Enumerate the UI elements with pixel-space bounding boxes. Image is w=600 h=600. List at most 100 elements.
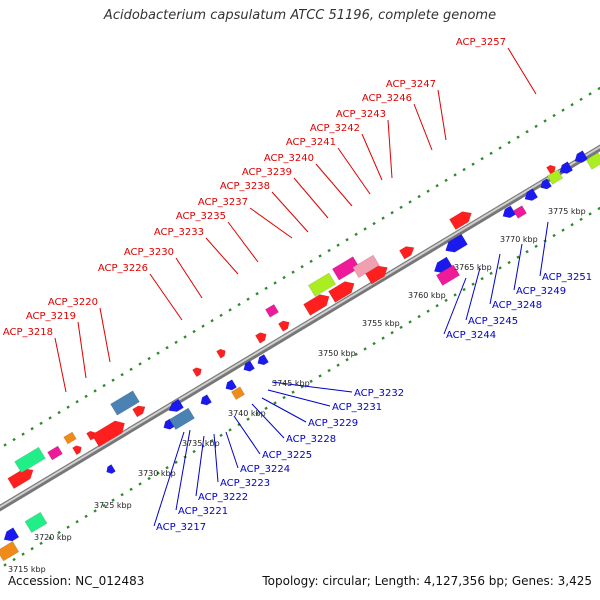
gene-reverse [3,527,20,542]
gene-reverse [546,169,564,185]
gene-arrow [225,379,238,391]
gene-forward [352,254,380,279]
track-dot [435,304,439,308]
track-dot [12,557,16,562]
track-dot [354,352,358,357]
track-dot [390,331,394,335]
gene-reverse [200,394,213,406]
gene-label-acp-3241: ACP_3241 [286,137,336,148]
gene-label-acp-3238: ACP_3238 [220,181,270,192]
track-dot [255,292,259,296]
gene-label-acp-3257: ACP_3257 [456,37,506,48]
gene-label-acp-3224: ACP_3224 [240,464,290,475]
scale-tick-label: 3740 kbp [228,409,266,418]
gene-arrow [559,161,574,174]
track-dot [291,390,295,394]
track-dot [327,368,331,373]
gene-reverse [169,407,195,431]
lower-track [3,206,600,567]
scale-tick-label: 3720 kbp [34,533,72,542]
gene-label-acp-3217: ACP_3217 [156,522,206,533]
track-dot [192,329,196,334]
track-dot [498,146,502,150]
leader-line [413,103,433,151]
leader-line [195,435,205,497]
gene-arrow [72,445,82,456]
track-dot [138,482,142,486]
track-dot [291,270,295,274]
leader-line [361,133,383,181]
gene-features [0,150,600,562]
leader-line [205,237,239,275]
leader-line [251,403,285,439]
track-dot [309,259,313,264]
leader-line [175,257,203,299]
track-dot [156,351,160,355]
leader-line [249,207,293,239]
leader-line [489,253,501,305]
gene-arrow [365,265,388,285]
genome-backbone [0,144,600,512]
track-dot [570,223,574,227]
track-dot [21,432,25,436]
leader-line [315,163,353,207]
scale-tick-label: 3715 kbp [8,565,46,574]
gene-forward [63,431,77,445]
track-dot [390,211,394,215]
track-dot [129,367,133,372]
gene-reverse [435,264,461,286]
gene-arrow [243,360,256,372]
track-dot [93,509,97,513]
track-dot [552,113,556,118]
track-dot [84,514,88,519]
gene-box [110,390,140,416]
track-dot [30,427,34,431]
track-dot [165,346,169,350]
leader-line [443,277,467,335]
track-dot [480,277,484,281]
gene-box [435,264,461,286]
gene-arrow [546,164,556,175]
gene-forward [264,303,280,318]
track-dot [372,221,376,226]
gene-arrow [277,320,290,332]
track-dot [489,151,493,156]
gene-arrow [168,398,184,412]
track-dot [66,405,70,409]
gene-forward [546,164,556,175]
upper-track [3,86,600,447]
gene-box [0,541,20,562]
track-dot [57,410,61,415]
track-dot [327,248,331,253]
track-dot [471,162,475,166]
track-dot [210,439,214,443]
gene-label-acp-3218: ACP_3218 [3,327,53,338]
gene-arrow [132,405,146,418]
track-dot [498,266,502,270]
gene-box [352,254,380,279]
scale-tick-label: 3745 kbp [272,379,310,388]
track-dot [120,373,124,377]
gene-arrow [445,233,468,253]
track-dot [444,298,448,303]
track-dot [588,92,592,96]
track-dot [273,281,277,285]
gene-arrow [200,394,213,406]
gene-label-acp-3219: ACP_3219 [26,311,76,322]
track-dot [507,260,511,265]
track-dot [111,498,115,502]
gene-reverse [0,541,20,562]
gene-reverse [445,233,468,253]
track-dot [237,302,241,307]
track-dot [30,547,34,551]
gene-forward [331,256,361,281]
gene-label-acp-3221: ACP_3221 [178,506,228,517]
gene-forward [307,272,337,297]
gene-label-acp-3235: ACP_3235 [176,211,226,222]
gene-label-acp-3222: ACP_3222 [198,492,248,503]
track-dot [282,395,286,400]
backbone-highlight [0,145,600,509]
track-dot [165,466,169,470]
track-dot [525,130,529,134]
